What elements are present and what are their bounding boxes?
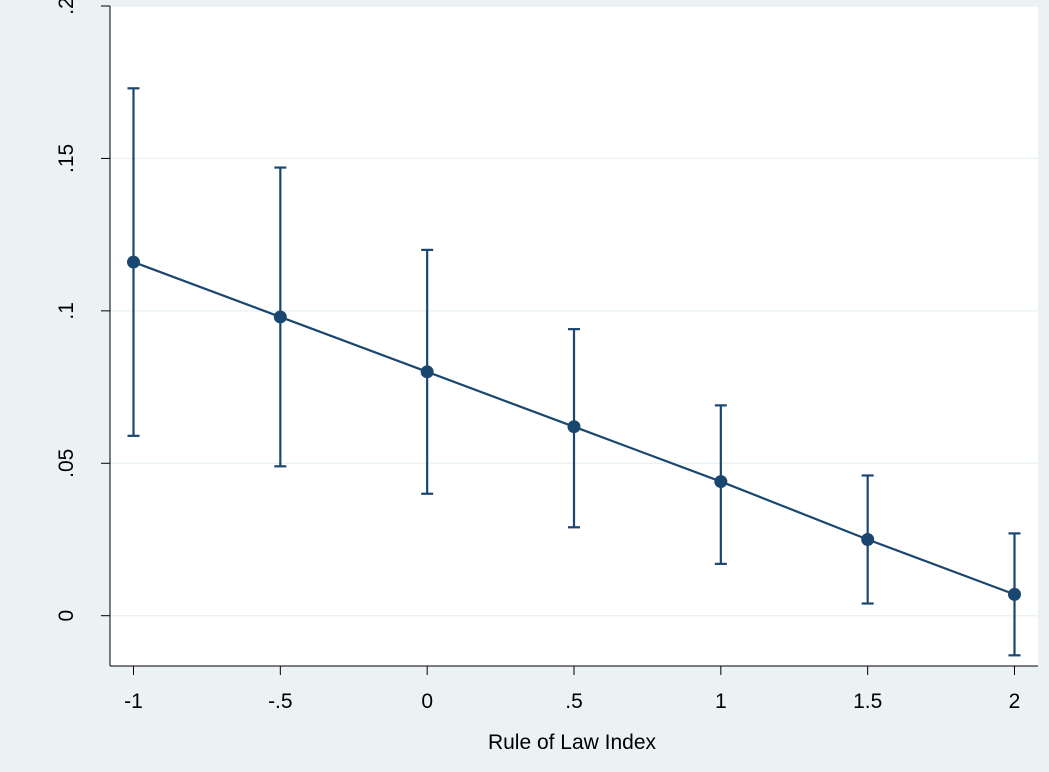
x-axis-ticks: -1 -.5 0 .5 1 1.5 2 (124, 666, 1020, 713)
x-axis-title: Rule of Law Index (488, 731, 657, 754)
data-point (567, 420, 581, 434)
data-point (861, 532, 875, 546)
y-tick-label: .2 (55, 0, 78, 15)
y-tick-label: .05 (55, 449, 78, 478)
data-points (126, 255, 1022, 601)
x-tick-label: 0 (421, 690, 433, 713)
y-tick-label: .15 (55, 144, 78, 173)
data-point (273, 310, 287, 324)
x-tick-label: 1.5 (853, 690, 882, 713)
x-tick-label: -.5 (268, 690, 293, 713)
data-point (126, 255, 140, 269)
y-tick-label: 0 (55, 610, 78, 622)
y-axis-ticks: 0 .05 .1 .15 .2 (55, 0, 110, 622)
data-point (1008, 587, 1022, 601)
x-tick-label: 1 (715, 690, 727, 713)
x-tick-label: 2 (1009, 690, 1021, 713)
y-tick-label: .1 (55, 302, 78, 320)
x-tick-label: -1 (124, 690, 143, 713)
x-tick-label: .5 (565, 690, 583, 713)
data-point (714, 475, 728, 489)
data-point (420, 365, 434, 379)
